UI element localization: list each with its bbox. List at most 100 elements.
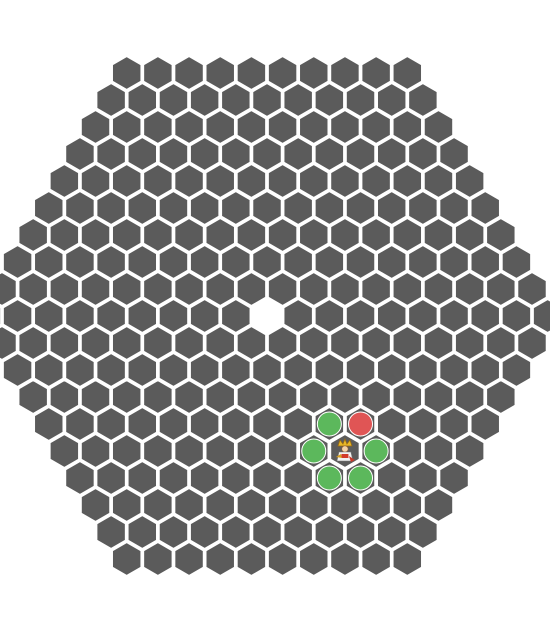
hex-tile[interactable] [142, 324, 174, 362]
hex-tile[interactable] [173, 432, 205, 470]
hex-tile[interactable] [282, 81, 314, 119]
hex-tile[interactable] [391, 378, 424, 416]
hex-tile[interactable] [298, 216, 330, 254]
hex-tile[interactable] [0, 270, 18, 308]
hex-tile[interactable] [79, 324, 112, 362]
hex-tile[interactable] [173, 216, 205, 254]
hex-tile[interactable] [142, 216, 174, 254]
hex-tile[interactable] [298, 108, 330, 146]
hex-tile[interactable] [407, 513, 439, 551]
hex-tile[interactable] [344, 351, 377, 389]
hex-tile[interactable] [453, 270, 486, 308]
hex-tile[interactable] [173, 162, 205, 200]
hex-tile[interactable] [329, 270, 361, 308]
hex-tile[interactable] [48, 216, 81, 254]
hex-tile[interactable] [282, 405, 314, 443]
hex-tile[interactable] [516, 270, 548, 308]
hex-tile[interactable] [391, 486, 424, 524]
hex-tile[interactable] [157, 459, 190, 497]
hex-tile[interactable] [407, 81, 439, 119]
hex-tile[interactable] [344, 513, 377, 551]
hex-tile[interactable] [110, 432, 143, 470]
hex-tile[interactable] [360, 486, 392, 524]
valid-move-marker[interactable] [316, 465, 342, 491]
hex-tile[interactable] [375, 297, 408, 335]
hex-tile[interactable] [407, 297, 439, 335]
hex-tile[interactable] [157, 297, 190, 335]
hex-tile[interactable] [313, 513, 346, 551]
hex-tile[interactable] [469, 405, 501, 443]
hex-tile[interactable] [204, 108, 236, 146]
hex-tile[interactable] [360, 54, 392, 92]
hex-tile[interactable] [344, 135, 377, 173]
hex-tile[interactable] [79, 162, 112, 200]
hex-tile[interactable] [282, 351, 314, 389]
hex-tile[interactable] [407, 459, 439, 497]
hex-tile[interactable] [220, 189, 252, 227]
hex-tile[interactable] [313, 135, 346, 173]
hex-tile[interactable] [391, 540, 424, 578]
hex-tile[interactable] [33, 297, 65, 335]
hex-tile[interactable] [251, 351, 283, 389]
hex-tile[interactable] [142, 270, 174, 308]
hex-tile[interactable] [438, 243, 470, 281]
hex-tile[interactable] [126, 405, 159, 443]
hex-tile[interactable] [438, 405, 470, 443]
hex-tile[interactable] [0, 324, 18, 362]
hex-tile[interactable] [188, 351, 221, 389]
hex-tile[interactable] [438, 297, 470, 335]
hex-tile[interactable] [500, 297, 533, 335]
hex-tile[interactable] [313, 297, 346, 335]
hex-tile[interactable] [438, 459, 470, 497]
hex-tile[interactable] [173, 108, 205, 146]
hex-tile[interactable] [0, 299, 3, 333]
hex-tile[interactable] [220, 297, 252, 335]
hex-tile[interactable] [516, 324, 548, 362]
hex-tile[interactable] [157, 81, 190, 119]
hex-tile[interactable] [220, 243, 252, 281]
hex-tile[interactable] [422, 108, 455, 146]
hex-tile[interactable] [251, 459, 283, 497]
hex-tile[interactable] [282, 459, 314, 497]
hex-tile[interactable] [375, 135, 408, 173]
hex-tile[interactable] [282, 189, 314, 227]
hex-tile[interactable] [64, 405, 96, 443]
hex-tile[interactable] [375, 459, 408, 497]
hex-tile[interactable] [204, 432, 236, 470]
hex-tile[interactable] [407, 135, 439, 173]
hex-tile[interactable] [438, 135, 470, 173]
hex-tile[interactable] [126, 459, 159, 497]
hex-tile[interactable] [95, 81, 127, 119]
hex-tile[interactable] [329, 378, 361, 416]
hex-tile[interactable] [453, 324, 486, 362]
hex-tile[interactable] [391, 324, 424, 362]
hex-tile[interactable] [204, 378, 236, 416]
hex-tile[interactable] [126, 513, 159, 551]
hex-tile[interactable] [188, 405, 221, 443]
hex-tile[interactable] [79, 432, 112, 470]
hex-tile[interactable] [485, 270, 517, 308]
hex-tile[interactable] [266, 486, 299, 524]
hex-tile[interactable] [407, 243, 439, 281]
hex-tile[interactable] [126, 189, 159, 227]
hex-tile[interactable] [251, 405, 283, 443]
hex-tile[interactable] [251, 513, 283, 551]
hex-tile[interactable] [17, 216, 49, 254]
hex-tile[interactable] [95, 243, 127, 281]
crowned-figure-icon[interactable] [335, 437, 355, 462]
hex-tile[interactable] [64, 135, 96, 173]
hex-tile[interactable] [266, 378, 299, 416]
threat-move-marker[interactable] [348, 411, 374, 437]
hex-tile[interactable] [110, 54, 143, 92]
hex-tile[interactable] [485, 216, 517, 254]
hex-tile[interactable] [235, 378, 268, 416]
hex-tile[interactable] [313, 81, 346, 119]
hex-tile[interactable] [220, 135, 252, 173]
hex-tile[interactable] [407, 405, 439, 443]
valid-move-marker[interactable] [301, 438, 327, 464]
hex-tile[interactable] [33, 189, 65, 227]
hex-tile[interactable] [220, 81, 252, 119]
hex-tile[interactable] [48, 162, 81, 200]
hex-tile[interactable] [173, 54, 205, 92]
hex-tile[interactable] [110, 486, 143, 524]
